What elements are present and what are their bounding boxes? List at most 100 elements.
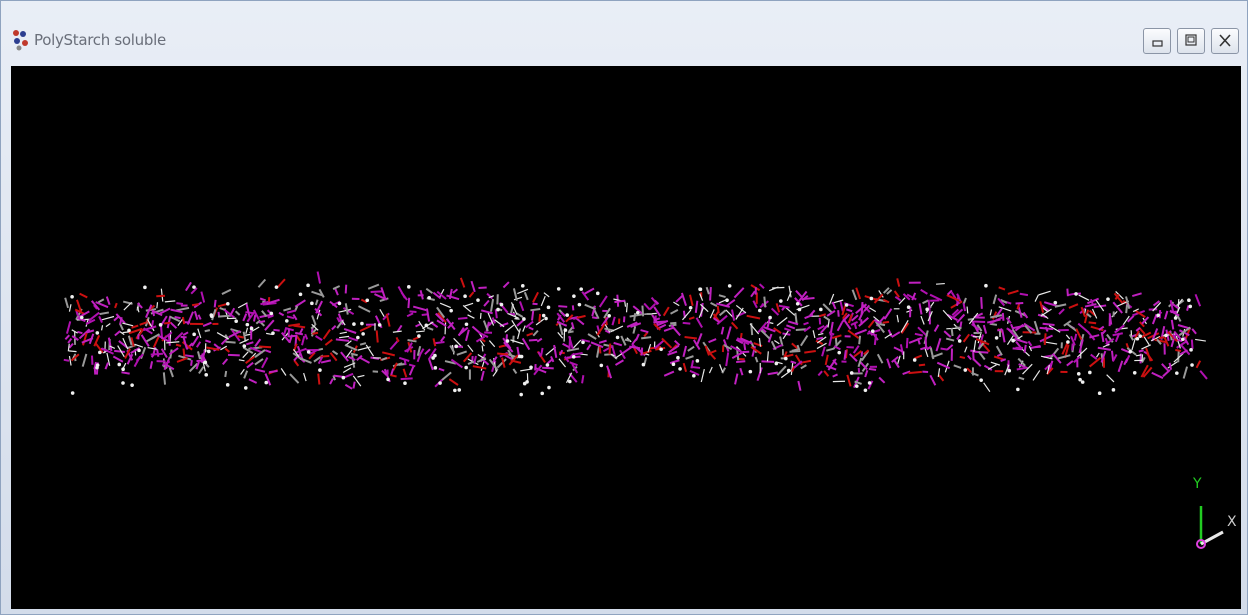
bond xyxy=(561,312,565,316)
hydrogen-atom xyxy=(1074,292,1078,296)
hydrogen-atom xyxy=(1007,369,1011,373)
bond xyxy=(1175,350,1181,351)
bond xyxy=(777,303,780,312)
hydrogen-atom xyxy=(525,380,529,384)
bond xyxy=(65,298,68,308)
bond xyxy=(804,351,815,353)
bond xyxy=(404,369,407,377)
bond xyxy=(353,382,354,389)
bond xyxy=(239,360,245,361)
bond xyxy=(697,318,703,328)
hydrogen-atom xyxy=(117,363,121,367)
bond xyxy=(259,347,271,348)
bond xyxy=(909,372,922,373)
bond xyxy=(621,336,625,345)
bond xyxy=(701,369,704,382)
bond xyxy=(294,326,306,328)
bond xyxy=(69,304,71,311)
bond xyxy=(1040,328,1054,329)
bond xyxy=(419,321,425,330)
bond xyxy=(767,351,768,361)
bond xyxy=(582,375,583,383)
bond xyxy=(468,315,475,319)
maximize-button[interactable] xyxy=(1177,28,1205,54)
molecule-viewport: Y X xyxy=(11,66,1241,609)
bond xyxy=(1045,333,1046,345)
hydrogen-atom xyxy=(547,306,551,310)
bond xyxy=(671,310,678,314)
hydrogen-atom xyxy=(1187,298,1191,302)
bond xyxy=(764,297,765,308)
hydrogen-atom xyxy=(207,350,211,354)
bond xyxy=(409,365,415,367)
bond xyxy=(897,278,899,286)
bond xyxy=(887,359,890,369)
hydrogen-atom xyxy=(356,336,360,340)
hydrogen-atom xyxy=(96,363,100,367)
minimize-button[interactable] xyxy=(1143,28,1171,54)
bond xyxy=(1170,363,1172,370)
bond xyxy=(357,375,364,377)
bond xyxy=(846,309,852,311)
bond xyxy=(484,301,489,307)
bond xyxy=(324,330,331,339)
bond xyxy=(530,309,540,310)
close-button[interactable] xyxy=(1211,28,1239,54)
bond xyxy=(164,372,165,384)
hydrogen-atom xyxy=(540,392,544,396)
bond xyxy=(968,356,971,360)
bond xyxy=(570,362,578,365)
bond xyxy=(1107,375,1114,382)
bond xyxy=(718,306,719,313)
hydrogen-atom xyxy=(127,329,131,333)
hydrogen-atom xyxy=(1189,348,1193,352)
hydrogen-atom xyxy=(449,309,453,313)
bond xyxy=(408,298,409,308)
hydrogen-atom xyxy=(796,302,800,306)
bond xyxy=(170,322,176,328)
hydrogen-atom xyxy=(579,287,583,291)
bond xyxy=(991,362,1000,365)
hydrogen-atom xyxy=(913,358,917,362)
bond xyxy=(339,336,349,337)
bond xyxy=(333,351,338,354)
bond xyxy=(106,323,110,326)
bond xyxy=(1067,289,1068,297)
bond xyxy=(804,323,809,325)
bond xyxy=(994,295,997,304)
bond xyxy=(83,354,87,367)
bond xyxy=(838,322,842,330)
bond xyxy=(1192,340,1193,349)
bond xyxy=(336,339,349,341)
hydrogen-atom xyxy=(1133,371,1137,375)
hydrogen-atom xyxy=(234,319,238,323)
hydrogen-atom xyxy=(963,368,967,372)
bond xyxy=(847,375,850,387)
hydrogen-atom xyxy=(98,351,102,355)
hydrogen-atom xyxy=(616,336,620,340)
bond xyxy=(503,282,508,287)
bond xyxy=(997,346,1002,355)
bond xyxy=(822,347,825,357)
bond xyxy=(1077,348,1087,357)
bond xyxy=(333,286,340,289)
bond xyxy=(1091,355,1097,360)
bond xyxy=(134,344,143,347)
bond xyxy=(151,354,163,355)
bond xyxy=(107,297,110,305)
bond xyxy=(281,368,286,375)
bond xyxy=(999,287,1005,289)
bond xyxy=(845,350,846,360)
bond xyxy=(68,339,71,343)
hydrogen-atom xyxy=(318,368,322,372)
bond xyxy=(802,298,815,299)
bond xyxy=(1028,341,1031,346)
bond xyxy=(1178,299,1179,311)
hydrogen-atom xyxy=(130,383,134,387)
bond xyxy=(622,346,633,354)
bond xyxy=(102,325,103,330)
bond xyxy=(670,360,679,363)
bond xyxy=(246,342,253,344)
bond xyxy=(1072,344,1073,351)
bond xyxy=(954,365,961,368)
